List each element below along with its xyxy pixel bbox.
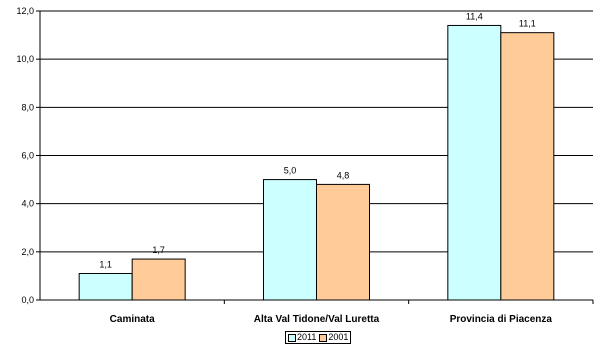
legend-item-2001: 2001 xyxy=(319,332,348,343)
y-tick-label: 12,0 xyxy=(16,6,34,16)
y-tick-label: 4,0 xyxy=(21,199,34,209)
bar xyxy=(500,32,555,301)
data-label: 1,1 xyxy=(99,260,112,270)
data-label: 11,1 xyxy=(519,19,536,29)
y-tick-label: 2,0 xyxy=(21,247,34,257)
y-tick-label: 8,0 xyxy=(21,102,34,112)
data-label: 11,4 xyxy=(466,11,483,21)
data-label: 5,0 xyxy=(284,166,297,176)
bar xyxy=(263,179,317,301)
y-tick-label: 10,0 xyxy=(16,54,34,64)
y-tick-label: 6,0 xyxy=(21,151,34,161)
category-label: Provincia di Piacenza xyxy=(450,314,553,325)
data-label: 1,7 xyxy=(152,245,165,255)
y-tick-label: 0,0 xyxy=(21,295,34,305)
bar xyxy=(78,273,133,301)
legend-swatch-2011 xyxy=(288,333,296,342)
bar xyxy=(131,258,186,301)
bar-chart: 0,0 2,0 4,0 6,0 8,0 10,0 12,0 1,1 1,7 Caminata 5,0… xyxy=(16,6,594,325)
bar xyxy=(447,24,502,301)
chart-legend: 2011 2001 xyxy=(285,331,352,344)
legend-item-2011: 2011 xyxy=(288,332,316,343)
category-label: Alta Val Tidone/Val Luretta xyxy=(254,314,380,325)
category-label: Caminata xyxy=(110,314,155,325)
legend-label-2001: 2001 xyxy=(328,332,349,342)
legend-swatch-2001 xyxy=(319,333,328,342)
legend-label-2011: 2011 xyxy=(297,332,317,342)
bar xyxy=(316,183,370,301)
data-label: 4,8 xyxy=(337,170,350,180)
